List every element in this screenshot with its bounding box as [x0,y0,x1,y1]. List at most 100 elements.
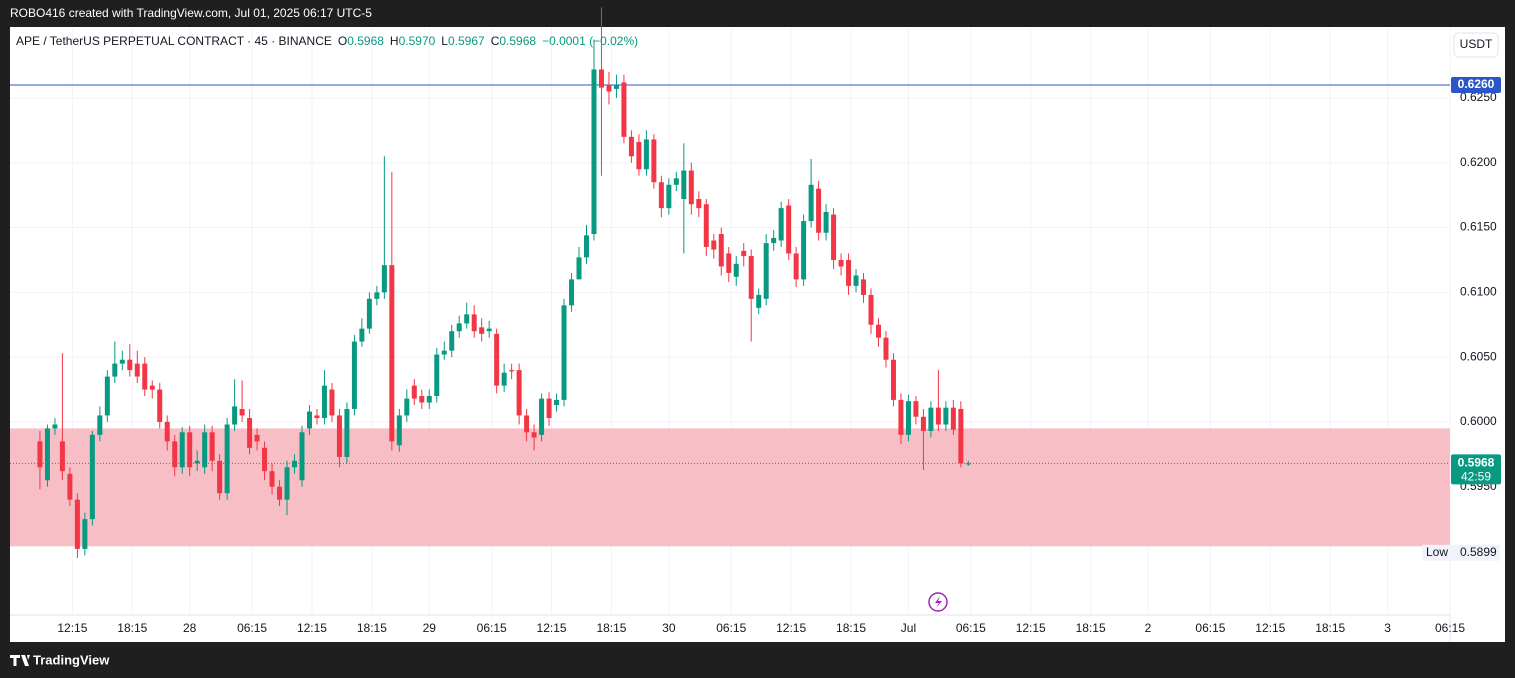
candle-body [539,398,545,435]
candle-body [598,69,604,88]
candle-body [890,359,896,400]
plot [10,7,1451,615]
panel [10,27,1505,642]
candle-body [232,406,238,425]
candle-body [366,298,372,329]
x-tick-label: 18:15 [596,621,626,635]
candle-body [269,471,275,487]
candle-body [277,486,283,500]
candle-body [104,376,110,416]
candle-body [950,407,956,430]
candle-body [426,396,432,403]
candle-body [374,292,380,299]
y-tick-label: 0.6250 [1460,90,1497,104]
candle-body [591,69,597,235]
candle-body [37,441,43,468]
candle-body [846,259,852,286]
candle-body [254,434,260,442]
candle-body [194,460,200,464]
price-line-tag [1451,77,1501,94]
candle-body [479,327,485,334]
event-icon[interactable] [928,592,948,612]
candle-body [726,253,732,273]
candle-body [262,447,268,472]
candle-body [808,184,814,222]
candle-body [411,385,417,399]
candle-body [321,385,327,419]
price-line-label: 0.6260 [1458,77,1495,91]
candle-body [404,398,410,416]
h-value: 0.5970 [399,34,436,48]
candle-body [823,212,829,233]
candle-body [696,199,702,209]
candle-body [351,341,357,409]
h-label: H [390,34,399,48]
watermark: ROBO416 created with TradingView.com, Ju… [10,6,372,20]
x-tick-label: 12:15 [1255,621,1285,635]
candle-body [314,415,320,419]
candle-body [733,263,739,277]
candle-body [516,370,522,416]
candle-body [883,337,889,360]
candle-body [681,170,687,200]
x-tick-label: Jul [901,621,916,635]
candle-body [202,432,208,468]
x-tick-label: 28 [183,621,197,635]
last-price-tag [1451,454,1501,485]
low-tag-label: Low [1426,545,1448,559]
candle-body [569,279,575,306]
candle-body [464,314,470,324]
x-tick-label: 12:15 [57,621,87,635]
candle-body [74,499,80,549]
candle-body [958,408,964,464]
countdown: 42:59 [1461,470,1491,484]
y-tick-label: 0.6000 [1460,414,1497,428]
candle-body [643,139,649,170]
candle-body [419,396,425,403]
candle-body [44,428,50,481]
x-tick-label: 18:15 [1315,621,1345,635]
symbol: APE / TetherUS PERPETUAL CONTRACT · 45 ·… [16,34,332,48]
candle-body [621,82,627,137]
candle-body [134,363,140,377]
l-value: 0.5967 [448,34,485,48]
currency[interactable]: USDT [1460,37,1493,51]
candle-body [628,136,634,157]
candle-body [561,305,567,400]
candle-body [905,401,911,435]
candle-body [554,399,560,406]
candle-body [509,370,515,372]
candle-body [396,415,402,446]
x-tick-label: 12:15 [537,621,567,635]
x-tick-label: 30 [662,621,676,635]
candle-body [606,85,612,92]
candle-body [816,188,822,233]
candle-body [853,275,859,286]
candle-body [67,473,73,500]
candle-body [501,372,507,386]
candle-body [756,294,762,308]
candle-body [82,519,88,549]
candle-body [703,204,709,247]
candle-body [928,407,934,431]
candle-body [935,407,941,425]
change: −0.0001 (−0.02%) [542,34,638,48]
y-tick-label: 0.6050 [1460,349,1497,363]
candle-body [187,432,193,468]
candle-body [119,359,125,364]
candle-body [344,408,350,457]
candle-body [217,460,223,494]
x-tick-label: 12:15 [297,621,327,635]
event-bolt [935,596,942,608]
x-tick-label: 3 [1384,621,1391,635]
candle-body [179,432,185,468]
x-tick-label: 06:15 [956,621,986,635]
candle-body [142,363,148,390]
x-tick-label: 06:15 [1195,621,1225,635]
candle-body [471,314,477,332]
currency-button[interactable] [1453,32,1499,58]
c-value: 0.5968 [499,34,536,48]
x-tick-label: 12:15 [1016,621,1046,635]
candle-body [531,432,537,438]
